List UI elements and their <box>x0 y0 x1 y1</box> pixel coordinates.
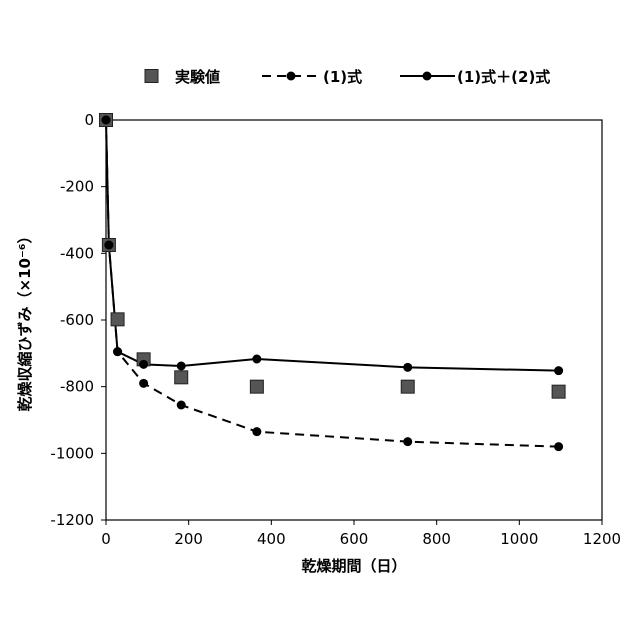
x-tick-label: 0 <box>101 530 111 548</box>
data-point-square <box>552 385 565 398</box>
data-point-square <box>401 380 414 393</box>
data-point-circle <box>403 363 412 372</box>
data-point-circle <box>177 401 186 410</box>
legend-label: (1)式＋(2)式 <box>457 68 550 86</box>
x-tick-label: 1200 <box>583 530 621 548</box>
data-point-square <box>111 313 124 326</box>
legend: 実験値 (1)式 (1)式＋(2)式 <box>145 68 550 86</box>
y-tick-label: -800 <box>60 378 94 396</box>
y-axis-title: 乾燥収縮ひずみ（×10⁻⁶） <box>16 229 34 412</box>
data-point-circle <box>252 427 261 436</box>
data-point-circle <box>554 366 563 375</box>
x-tick-label: 400 <box>257 530 286 548</box>
y-tick-label: -600 <box>60 311 94 329</box>
data-point-square <box>175 371 188 384</box>
data-point-circle <box>252 355 261 364</box>
x-tick-label: 1000 <box>500 530 538 548</box>
x-axis-title: 乾燥期間（日） <box>301 557 406 575</box>
data-point-circle <box>177 362 186 371</box>
x-tick-label: 800 <box>422 530 451 548</box>
legend-label: (1)式 <box>323 68 362 86</box>
legend-marker-circle <box>287 72 296 81</box>
data-point-circle <box>139 379 148 388</box>
legend-label: 実験値 <box>175 68 220 86</box>
series-layer <box>100 114 566 452</box>
data-point-circle <box>403 437 412 446</box>
data-point-circle <box>113 347 122 356</box>
data-point-circle <box>104 241 113 250</box>
data-point-circle <box>554 442 563 451</box>
data-point-circle <box>139 360 148 369</box>
y-tick-label: -200 <box>60 178 94 196</box>
y-tick-label: -1200 <box>50 511 94 529</box>
legend-marker-circle <box>423 72 432 81</box>
y-tick-label: -400 <box>60 244 94 262</box>
data-point-circle <box>102 116 111 125</box>
plot-frame <box>106 120 602 520</box>
series-line-2 <box>106 120 559 371</box>
axis-ticks: 0 200 400 600 800 1000 1200 0 -200 -400 -600 -800 -1… <box>50 111 621 548</box>
legend-marker-square <box>145 70 158 83</box>
x-tick-label: 600 <box>340 530 369 548</box>
data-point-square <box>250 380 263 393</box>
y-tick-label: -1000 <box>50 444 94 462</box>
y-tick-label: 0 <box>84 111 94 129</box>
series-line-1 <box>106 120 559 447</box>
x-tick-label: 200 <box>174 530 203 548</box>
